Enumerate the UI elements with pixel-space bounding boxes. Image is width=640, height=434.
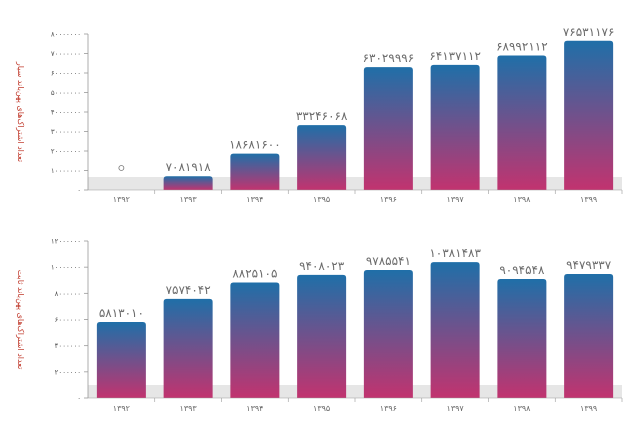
x-tick-label: ۱۳۹۲ xyxy=(113,404,130,413)
baseline-band xyxy=(88,385,622,398)
x-tick-label: ۱۳۹۳ xyxy=(180,404,198,413)
y-tick-label: ۱۰۰۰۰۰۰۰ xyxy=(51,167,81,175)
y-tick-label: ۲۰۰۰۰۰۰ xyxy=(55,368,81,376)
data-label: ۶۳۰۲۹۹۹۶ xyxy=(363,51,415,65)
bar-6 xyxy=(430,262,480,398)
y-tick-label: ۵۰۰۰۰۰۰۰ xyxy=(51,89,81,97)
y-tick-label: ۸۰۰۰۰۰۰۰ xyxy=(51,31,81,39)
x-tick-label: ۱۳۹۶ xyxy=(380,404,397,413)
y-tick-label: ۲۰۰۰۰۰۰۰ xyxy=(51,148,81,156)
y-tick-label: ۰ xyxy=(77,187,81,195)
x-tick-label: ۱۳۹۸ xyxy=(513,404,531,413)
bar-8 xyxy=(564,273,614,398)
x-tick-label: ۱۳۹۹ xyxy=(580,404,597,413)
y-tick-label: ۴۰۰۰۰۰۰ xyxy=(55,342,81,350)
data-label: ۷۵۷۴۰۴۲ xyxy=(166,283,211,297)
data-label: ۱۸۶۸۱۶۰۰ xyxy=(229,138,281,152)
y-tick-label: ۳۰۰۰۰۰۰۰ xyxy=(51,128,81,136)
data-label: ۸۸۲۵۱۰۵ xyxy=(232,267,277,281)
bar-3 xyxy=(230,282,280,398)
x-tick-label: ۱۳۹۵ xyxy=(313,404,330,413)
data-label: ۹۷۸۵۵۴۱ xyxy=(366,254,411,268)
bar-6 xyxy=(430,64,480,190)
y-tick-label: ۱۰۰۰۰۰۰۰ xyxy=(51,264,81,272)
y-tick-label: ۶۰۰۰۰۰۰۰ xyxy=(51,70,81,78)
y-tick-label: ۶۰۰۰۰۰۰ xyxy=(55,316,81,324)
bar-2 xyxy=(163,176,213,190)
x-tick-label: ۱۳۹۳ xyxy=(180,195,198,204)
x-tick-label: ۱۳۹۶ xyxy=(380,195,397,204)
x-tick-label: ۱۳۹۷ xyxy=(447,195,465,204)
x-tick-label: ۱۳۹۲ xyxy=(113,195,130,204)
bar-7 xyxy=(497,55,547,191)
chart-panel-1: ۰ ۱۰۰۰۰۰۰۰ ۲۰۰۰۰۰۰۰ ۳۰۰۰۰۰۰۰ ۴۰۰۰۰۰۰۰ ۵۰۰۰۰۰۰… xyxy=(16,25,623,204)
y-axis-title: تعداد اشتراک‌های پهن‌باند ثابت xyxy=(16,270,25,370)
chart-panel-2: ۰ ۲۰۰۰۰۰۰ ۴۰۰۰۰۰۰ ۶۰۰۰۰۰۰ ۸۰۰۰۰۰۰ ۱۰۰۰۰۰۰۰ ۱۲۰… xyxy=(16,238,623,413)
bar-2 xyxy=(163,298,213,398)
data-label: ۵۸۱۳۰۱۰ xyxy=(99,306,144,320)
x-tick-label: ۱۳۹۴ xyxy=(246,404,263,413)
bar-8 xyxy=(564,40,614,190)
data-label-zero xyxy=(118,165,125,171)
data-label: ۶۸۹۹۲۱۱۲ xyxy=(496,39,548,53)
data-label: ۷۰۸۱۹۱۸ xyxy=(166,160,212,174)
y-axis-title: تعداد اشتراک‌های پهن‌باند سیار xyxy=(16,61,25,162)
x-tick-label: ۱۳۹۴ xyxy=(246,195,263,204)
bar-7 xyxy=(497,279,547,398)
x-tick-label: ۱۳۹۸ xyxy=(513,195,531,204)
y-tick-label: ۴۰۰۰۰۰۰۰ xyxy=(51,109,81,117)
x-tick-label: ۱۳۹۵ xyxy=(313,195,330,204)
y-tick-label: ۸۰۰۰۰۰۰ xyxy=(55,290,81,298)
bar-5 xyxy=(363,67,413,190)
baseline-band xyxy=(88,177,622,190)
bar-3 xyxy=(230,153,280,190)
data-label: ۹۴۰۸۰۲۳ xyxy=(299,259,345,273)
bar-1 xyxy=(96,321,146,398)
data-label: ۹۴۷۹۳۳۷ xyxy=(566,258,612,272)
data-label: ۹۰۹۴۵۴۸ xyxy=(499,263,545,277)
y-tick-label: ۷۰۰۰۰۰۰۰ xyxy=(51,50,81,58)
data-label: ۶۴۱۳۷۱۱۲ xyxy=(429,49,481,63)
data-label: ۷۶۵۳۱۱۷۶ xyxy=(563,25,615,39)
bar-4 xyxy=(297,274,347,398)
bar-4 xyxy=(297,125,347,190)
y-tick-label: ۰ xyxy=(77,395,81,403)
x-tick-label: ۱۳۹۹ xyxy=(580,195,597,204)
data-label: ۱۰۳۸۱۴۸۳ xyxy=(429,246,481,260)
bar-5 xyxy=(363,269,413,398)
y-tick-label: ۱۲۰۰۰۰۰۰ xyxy=(51,238,81,246)
data-label: ۳۳۲۴۶۰۶۸ xyxy=(296,109,348,123)
x-tick-label: ۱۳۹۷ xyxy=(447,404,465,413)
